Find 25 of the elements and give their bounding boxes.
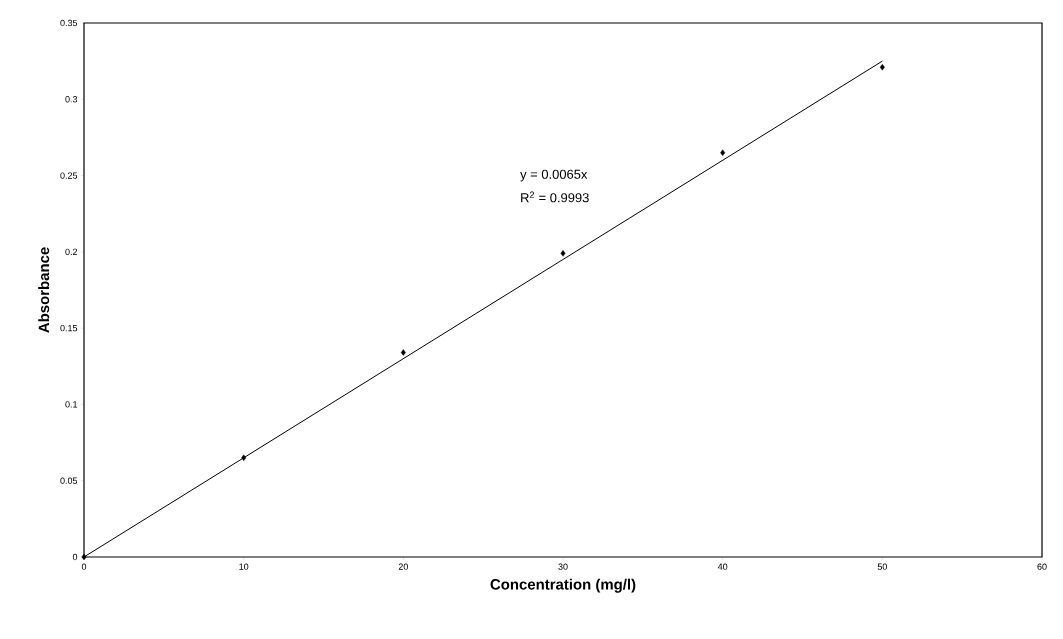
y-tick-label: 0.3 — [65, 96, 78, 103]
x-tick-label: 20 — [398, 563, 408, 570]
x-tick-label: 10 — [239, 563, 249, 570]
annotation: y = 0.0065x — [520, 169, 588, 182]
point — [400, 349, 406, 356]
point — [560, 250, 566, 257]
y-tick-label: 0.25 — [60, 172, 78, 179]
x-tick-label: 0 — [81, 563, 87, 570]
y-axis-title: Absorbance — [38, 247, 50, 333]
x-tick-label: 40 — [717, 563, 728, 570]
point — [879, 64, 885, 71]
annotation: R$^{2}$ = 0.9993 — [521, 191, 589, 203]
x-axis-title: Concentration (mg/l) — [490, 578, 636, 593]
point — [241, 454, 247, 462]
y-tick-label: 0.2 — [65, 248, 78, 256]
x-tick-label: 60 — [1037, 563, 1047, 570]
point — [720, 149, 726, 156]
x-tick-label: 50 — [877, 563, 887, 570]
y-tick-label: 0.1 — [65, 401, 78, 408]
point — [81, 553, 87, 561]
y-tick-label: 0.15 — [60, 324, 78, 332]
x-tick-label: 30 — [558, 563, 568, 570]
y-tick-label: 0 — [72, 553, 78, 561]
y-tick-label: 0.35 — [60, 19, 78, 27]
y-tick-label: 0.05 — [60, 477, 78, 484]
